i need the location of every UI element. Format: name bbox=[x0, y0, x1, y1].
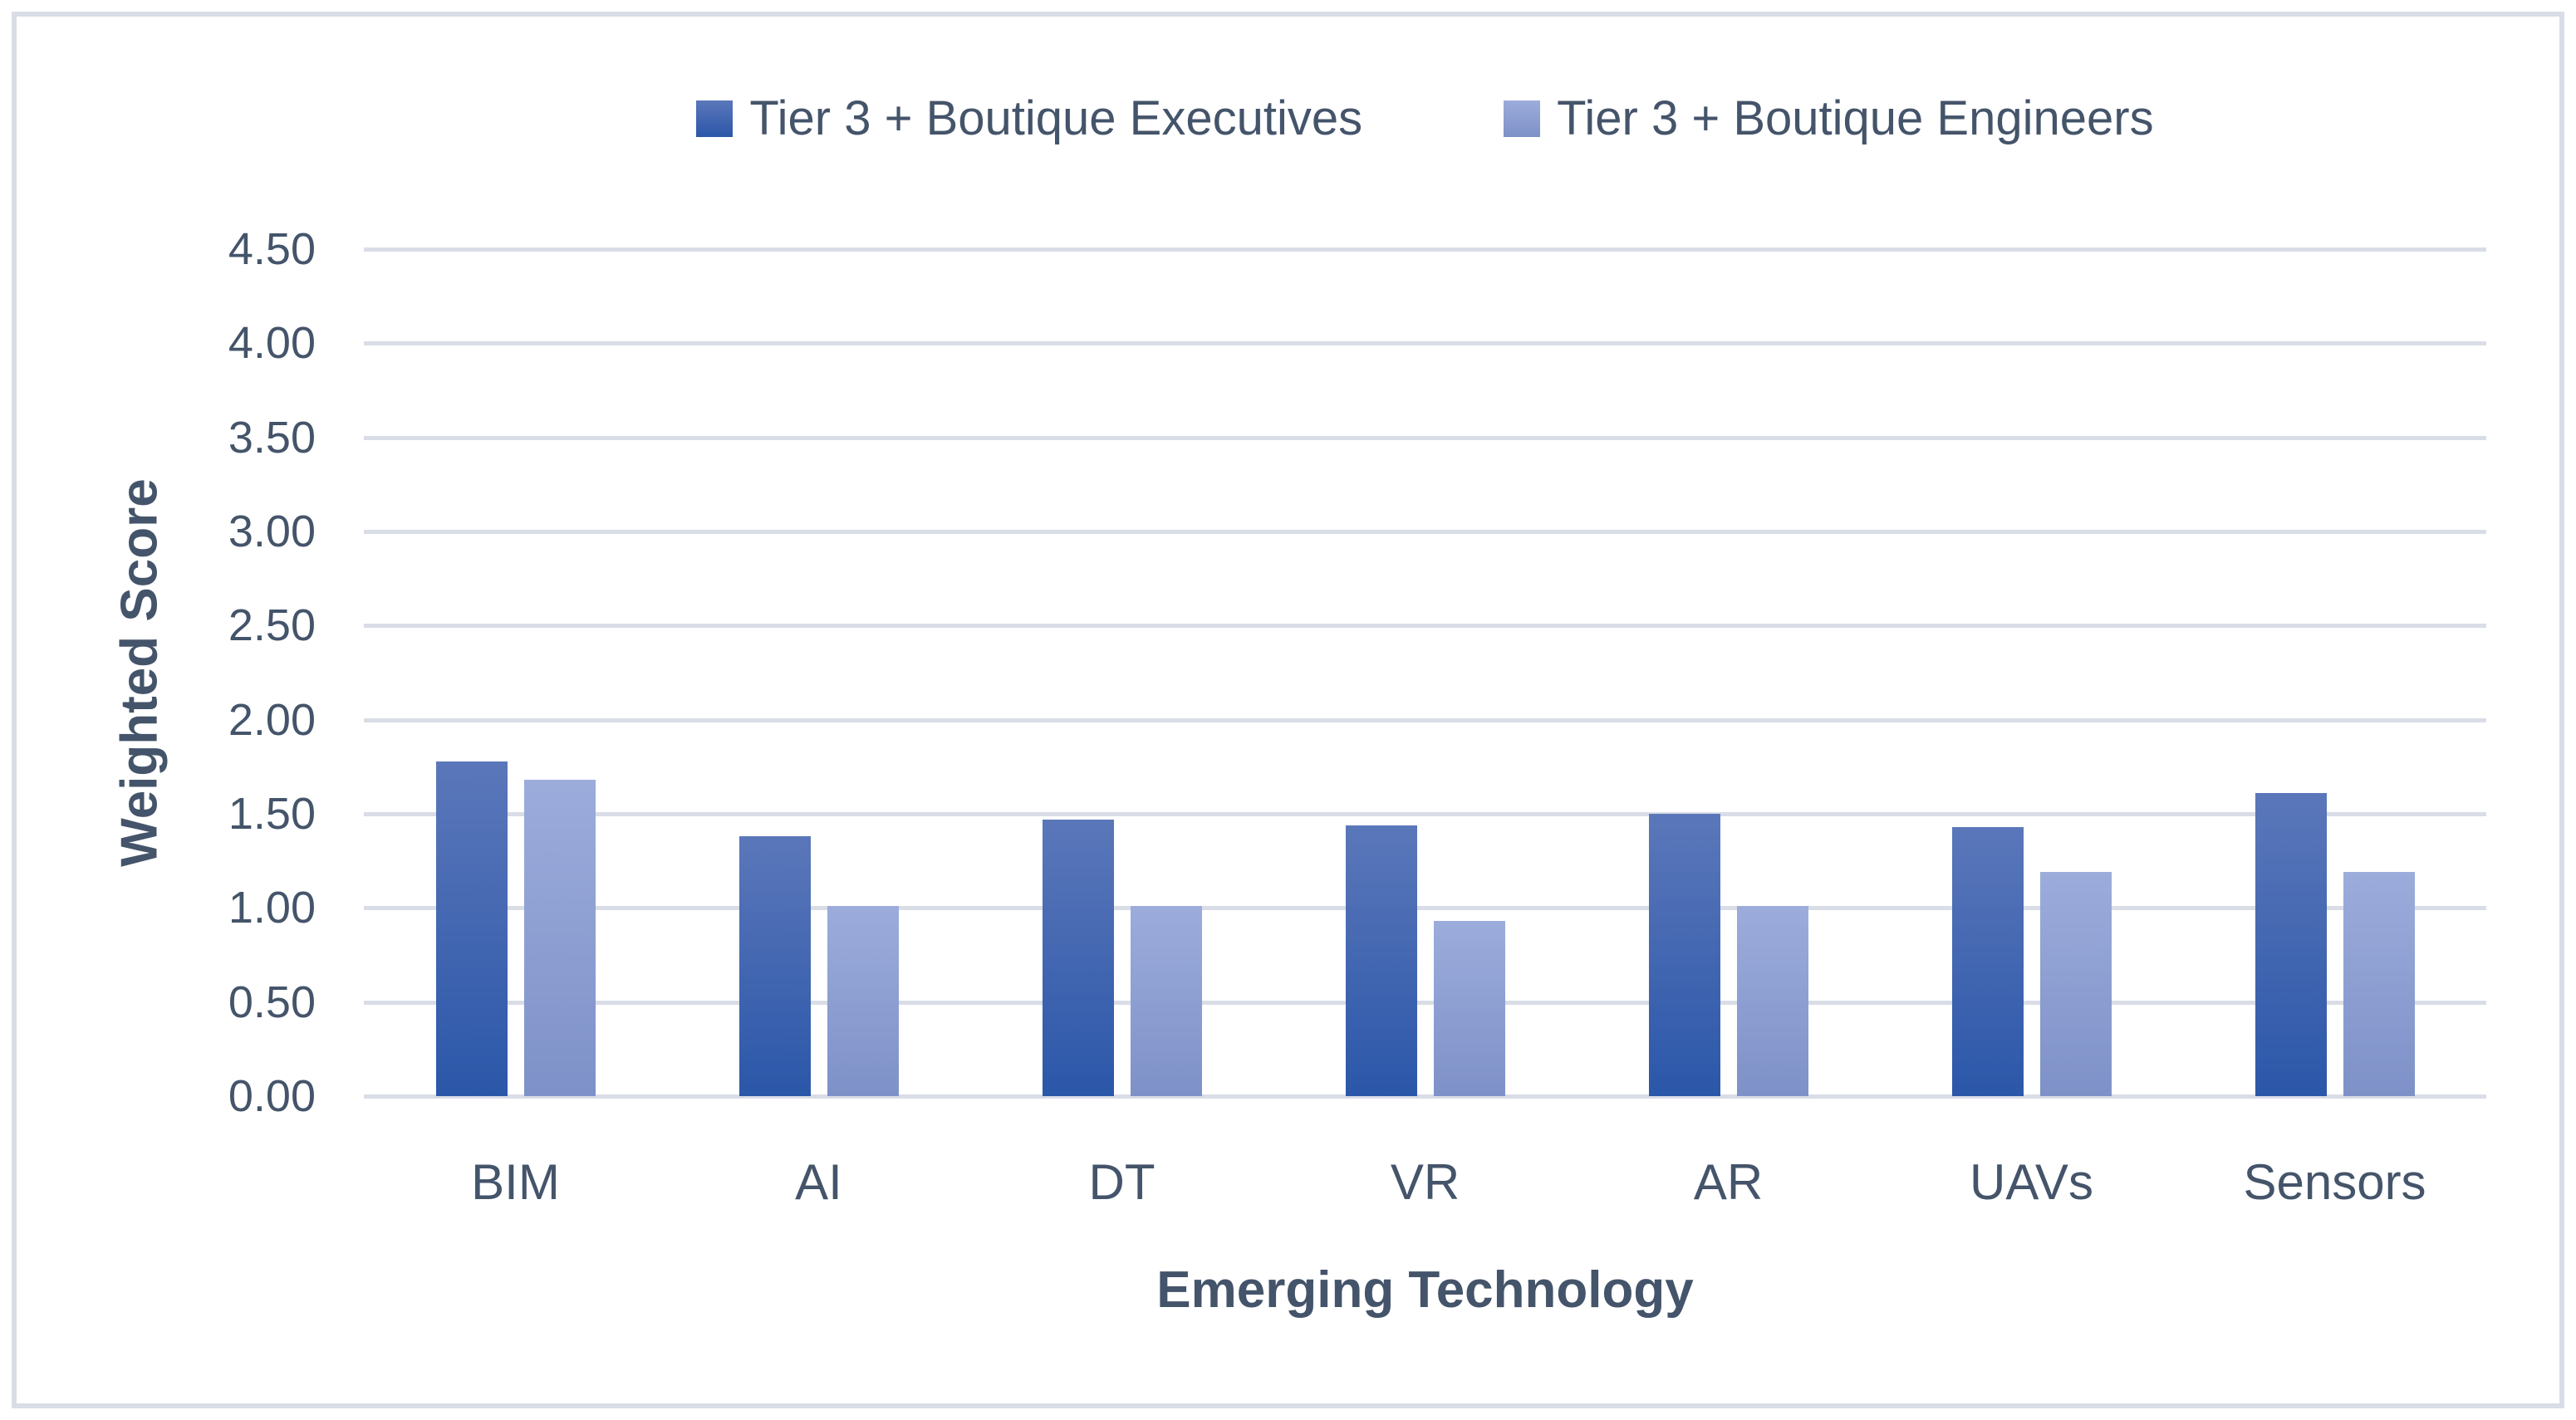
y-tick-label: 0.50 bbox=[228, 977, 316, 1027]
legend-label-executives: Tier 3 + Boutique Executives bbox=[749, 91, 1363, 145]
legend-swatch-executives-icon bbox=[696, 100, 734, 137]
bar bbox=[1345, 825, 1417, 1096]
legend-label-engineers: Tier 3 + Boutique Engineers bbox=[1557, 91, 2154, 145]
gridline bbox=[364, 812, 2486, 816]
bar-group-sensors bbox=[2183, 249, 2486, 1096]
bar-series-container bbox=[364, 249, 2486, 1096]
y-tick-label: 1.50 bbox=[228, 789, 316, 839]
bar bbox=[1951, 826, 2024, 1096]
bar-group-ar bbox=[1577, 249, 1880, 1096]
y-tick-label: 4.50 bbox=[228, 224, 316, 274]
x-axis-title: Emerging Technology bbox=[1156, 1261, 1694, 1319]
bar bbox=[1648, 814, 1720, 1096]
category-label: UAVs bbox=[1970, 1154, 2093, 1210]
bar bbox=[523, 780, 596, 1096]
bar-group-dt bbox=[970, 249, 1273, 1096]
y-tick-label: 1.00 bbox=[228, 883, 316, 933]
y-tick-label: 2.50 bbox=[228, 600, 316, 651]
gridline bbox=[364, 717, 2486, 722]
y-tick-label: 0.00 bbox=[228, 1071, 316, 1121]
category-label: AI bbox=[795, 1154, 842, 1210]
gridline bbox=[364, 530, 2486, 534]
bar bbox=[1433, 921, 1505, 1096]
gridline bbox=[364, 435, 2486, 440]
gridline bbox=[364, 247, 2486, 252]
y-axis-tick-labels: 0.00 0.50 1.00 1.50 2.00 2.50 3.00 3.50 4.00 4.50 bbox=[0, 227, 324, 1119]
bar bbox=[2343, 872, 2415, 1096]
gridline bbox=[364, 1000, 2486, 1005]
bar bbox=[2255, 793, 2327, 1096]
category-label: DT bbox=[1088, 1154, 1156, 1210]
plot-area bbox=[364, 247, 2486, 1099]
y-tick-label: 4.00 bbox=[228, 318, 316, 369]
category-label: AR bbox=[1693, 1154, 1764, 1210]
gridline bbox=[364, 341, 2486, 346]
legend-swatch-engineers-icon bbox=[1504, 100, 1541, 137]
bar bbox=[1130, 906, 1202, 1096]
bar bbox=[1042, 819, 1114, 1096]
bar-group-vr bbox=[1273, 249, 1577, 1096]
bar bbox=[435, 761, 508, 1096]
bar-group-uavs bbox=[1880, 249, 2183, 1096]
y-tick-label: 3.50 bbox=[228, 412, 316, 463]
bar-group-ai bbox=[667, 249, 970, 1096]
y-tick-label: 3.00 bbox=[228, 507, 316, 556]
y-tick-label: 2.00 bbox=[228, 694, 316, 745]
category-label: Sensors bbox=[2243, 1154, 2426, 1210]
bar bbox=[827, 906, 899, 1096]
bar bbox=[738, 836, 811, 1096]
gridline bbox=[364, 624, 2486, 629]
bar-group-bim bbox=[364, 249, 667, 1096]
bar bbox=[1736, 906, 1808, 1096]
legend-item-engineers: Tier 3 + Boutique Engineers bbox=[1504, 91, 2154, 145]
bar bbox=[2039, 872, 2112, 1096]
gridline bbox=[364, 906, 2486, 911]
category-label: BIM bbox=[471, 1154, 560, 1210]
legend: Tier 3 + Boutique Executives Tier 3 + Bo… bbox=[364, 73, 2486, 164]
legend-item-executives: Tier 3 + Boutique Executives bbox=[696, 95, 1362, 143]
x-axis-category-labels: BIM AI DT VR AR UAVs Sensors bbox=[364, 1153, 2486, 1212]
chart-border-frame bbox=[12, 12, 2564, 1408]
category-label: VR bbox=[1390, 1154, 1460, 1210]
gridline bbox=[364, 1094, 2486, 1099]
